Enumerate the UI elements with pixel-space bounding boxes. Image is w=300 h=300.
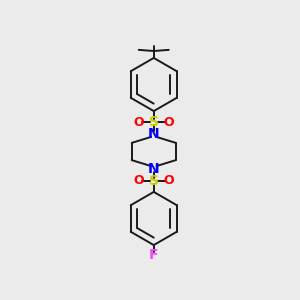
- Text: S: S: [149, 174, 159, 188]
- Text: N: N: [148, 162, 160, 176]
- Text: F: F: [149, 248, 158, 262]
- Text: O: O: [164, 174, 174, 187]
- Text: O: O: [134, 174, 144, 187]
- Text: O: O: [164, 116, 174, 129]
- Text: N: N: [148, 127, 160, 141]
- Text: O: O: [134, 116, 144, 129]
- Text: S: S: [149, 115, 159, 129]
